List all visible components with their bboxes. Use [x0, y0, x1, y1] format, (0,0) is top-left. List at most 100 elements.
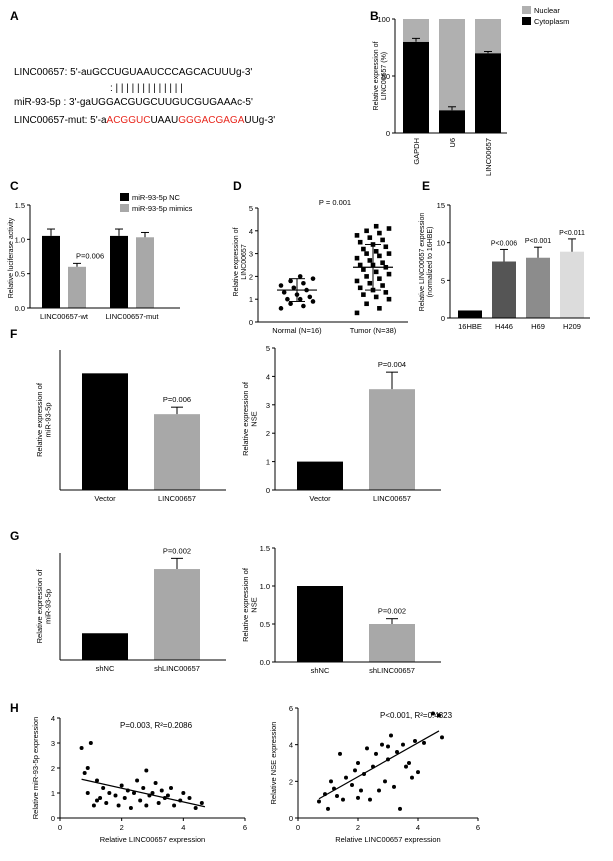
- data-point: [288, 278, 293, 284]
- y-axis-label-line: miR-93-5p: [44, 402, 53, 437]
- bar-cytoplasm: [475, 53, 501, 134]
- y-tick-label: 4: [249, 227, 253, 236]
- bar: [154, 569, 200, 660]
- x-tick-label: LINC00657-mut: [106, 312, 160, 321]
- y-axis-label: Relative miR-93-5p expression: [31, 717, 40, 820]
- panel-f-left-chart: Relative expression ofmiR-93-5p Vector P=0…: [35, 350, 226, 503]
- y-axis-label-line: Relative expression of: [233, 228, 240, 297]
- y-tick-label: 0: [386, 129, 390, 138]
- y-axis-label: Relative LINC00657 expression(normalized…: [419, 213, 434, 312]
- panel-label-a: A: [10, 9, 19, 23]
- bar: [136, 237, 154, 308]
- panel-f-right-chart: 0 1 2 3 4 5 Relative expression ofNSE Vector P=0…: [241, 344, 441, 503]
- data-point: [416, 770, 420, 775]
- y-axis-label-line: NSE: [250, 411, 259, 426]
- y-axis-label: Relative expression ofmiR-93-5p: [35, 569, 53, 644]
- y-axis-label: Relative expression ofNSE: [241, 381, 259, 456]
- data-point: [377, 788, 381, 793]
- x-axis-label: Relative LINC00657 expression: [100, 835, 205, 844]
- y-axis-label: Relative expression ofmiR-93-5p: [35, 382, 53, 457]
- panel-label-e: E: [422, 179, 430, 193]
- data-point: [91, 803, 96, 808]
- data-point: [380, 283, 385, 288]
- data-point: [431, 711, 435, 716]
- y-tick-label: 0: [289, 814, 293, 823]
- legend-label: miR-93-5p NC: [132, 193, 181, 202]
- data-point: [386, 744, 390, 749]
- data-point: [329, 779, 333, 784]
- bar-nuclear: [403, 19, 429, 42]
- y-axis-label: Relative luciferase activity: [8, 217, 15, 298]
- p-value-annotation: P=0.006: [76, 252, 104, 261]
- bar: [560, 251, 584, 318]
- x-tick-label: LINC00657-wt: [40, 312, 89, 321]
- data-point: [95, 798, 99, 803]
- x-tick-label: Vector: [309, 494, 331, 503]
- y-tick-label: 10: [437, 239, 445, 248]
- legend-label: Cytoplasm: [534, 17, 569, 26]
- data-point: [113, 793, 118, 798]
- x-tick-label: H446: [495, 322, 513, 331]
- data-point: [368, 797, 372, 802]
- y-tick-label: 2: [249, 272, 253, 281]
- y-tick-label: 5: [266, 344, 270, 353]
- data-point: [364, 274, 369, 279]
- stats-annotation: P<0.001, R²=0.4323: [380, 711, 453, 720]
- data-point: [281, 290, 287, 295]
- data-point: [138, 798, 143, 803]
- sequence-bases: UUg-3': [244, 115, 275, 126]
- y-tick-label: 1: [51, 789, 55, 798]
- bar: [82, 373, 128, 490]
- data-point: [386, 251, 392, 256]
- stats-annotation: P=0.003, R²=0.2086: [120, 721, 193, 730]
- p-value-annotation: P=0.006: [163, 395, 191, 404]
- bar: [297, 586, 343, 662]
- data-point: [341, 797, 345, 802]
- data-point: [199, 801, 204, 805]
- legend-swatch: [120, 193, 129, 201]
- data-point: [144, 803, 149, 808]
- y-axis-label-line: Relative expression of: [35, 382, 44, 457]
- y-axis-label: Relative expression ofNSE: [241, 567, 259, 642]
- data-point: [116, 803, 121, 808]
- data-point: [365, 746, 369, 751]
- sequence-line: LINC00657-mut: 5'-aACGGUCUAAUGGGACGAGAUU…: [14, 115, 275, 126]
- data-point: [150, 791, 155, 795]
- x-tick-label: GAPDH: [412, 138, 421, 165]
- data-point: [361, 267, 366, 272]
- y-tick-label: 3: [266, 401, 270, 410]
- data-point: [377, 253, 382, 259]
- data-point: [307, 294, 313, 300]
- data-point: [156, 801, 161, 805]
- bar: [297, 461, 343, 490]
- data-point: [354, 255, 360, 261]
- data-point: [354, 278, 360, 284]
- data-point: [357, 262, 363, 268]
- panel-label-h: H: [10, 701, 19, 715]
- x-tick-label: Normal (N=16): [272, 326, 322, 335]
- x-tick-label: H69: [531, 322, 545, 331]
- y-axis-label-line: Relative luciferase activity: [8, 217, 15, 298]
- y-axis-label: Relative expression ofLINC00657: [233, 228, 248, 297]
- sequence-label: LINC00657-mut:: [14, 115, 90, 126]
- y-axis-label: Relative NSE expression: [269, 722, 278, 805]
- y-tick-label: 5: [441, 276, 445, 285]
- data-point: [374, 751, 378, 756]
- bar: [154, 414, 200, 490]
- x-tick-label: 4: [416, 823, 420, 832]
- x-tick-label: shNC: [311, 666, 330, 675]
- data-point: [172, 803, 177, 808]
- data-point: [153, 781, 158, 785]
- y-tick-label: 1.0: [260, 582, 270, 591]
- data-point: [386, 226, 392, 231]
- data-point: [359, 788, 363, 793]
- y-tick-label: 100: [377, 15, 390, 24]
- data-point: [85, 791, 90, 795]
- bar: [369, 389, 415, 490]
- data-point: [288, 301, 293, 307]
- data-point: [367, 235, 373, 240]
- x-tick-label: 6: [476, 823, 480, 832]
- data-point: [364, 228, 369, 234]
- sequence-line: : | | | | | | | | | | | | |: [110, 83, 183, 94]
